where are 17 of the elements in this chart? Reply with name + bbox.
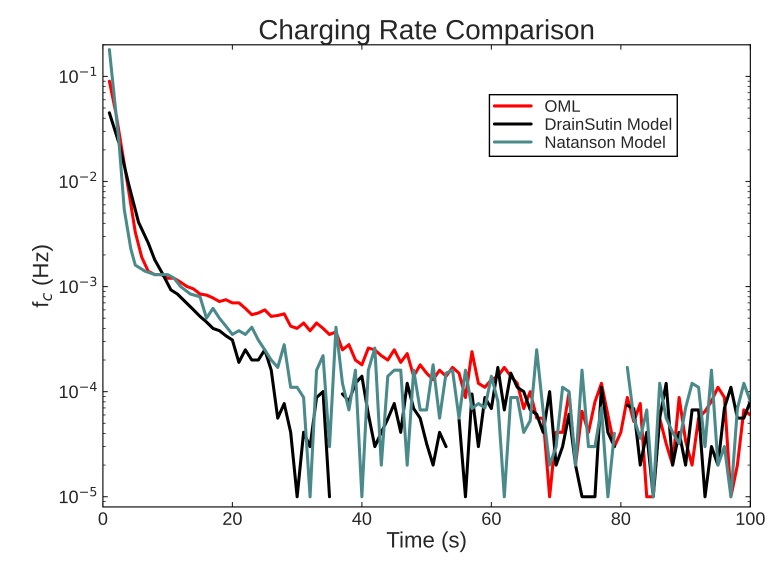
y-tick-label: 10$^{−4}$: [60, 382, 97, 398]
legend-label: Natanson Model: [546, 136, 665, 148]
x-tick-label: 100: [736, 512, 765, 526]
x-tick-label: 80: [612, 512, 630, 526]
x-tick-label: 20: [223, 512, 242, 526]
x-tick-label: 0: [98, 512, 108, 526]
x-tick-label: 60: [482, 512, 501, 526]
legend-label: OML: [545, 100, 580, 112]
y-axis-title: f$_{c}$ (Hz): [32, 245, 53, 308]
x-axis-title: Time (s): [386, 531, 466, 552]
legend-label: DrainSutin Model: [546, 118, 672, 130]
chart-title: Charging Rate Comparison: [260, 19, 594, 45]
y-tick-label: 10$^{−2}$: [60, 172, 96, 188]
y-tick-label: 10$^{−3}$: [60, 276, 96, 294]
y-tick-label: 10$^{−5}$: [60, 487, 96, 504]
x-tick-label: 40: [352, 512, 372, 526]
y-tick-label: 10$^{−1}$: [60, 66, 96, 84]
